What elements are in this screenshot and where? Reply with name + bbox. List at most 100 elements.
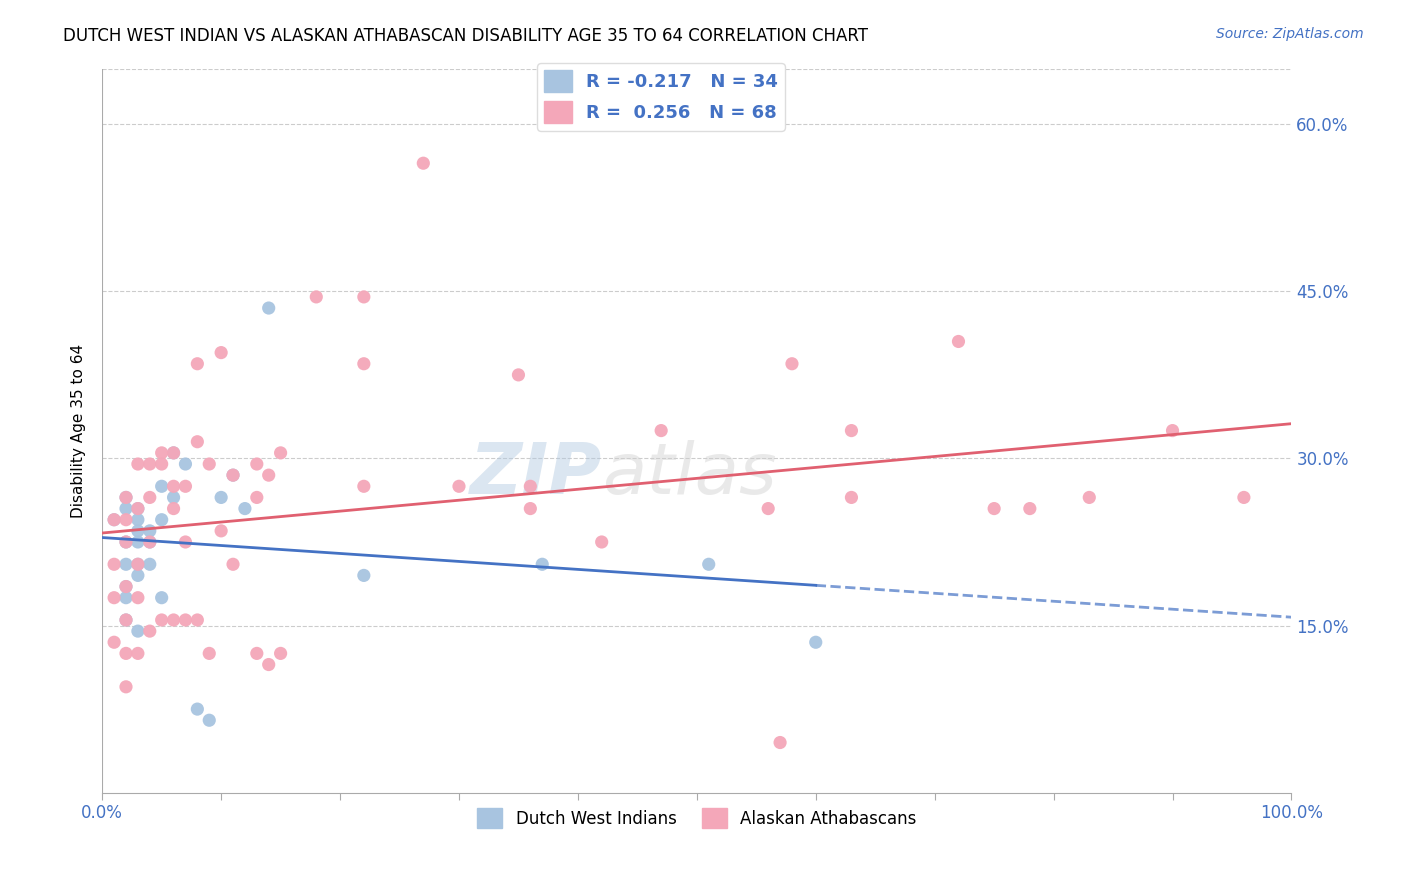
Point	[983, 501, 1005, 516]
Point	[162, 491, 184, 505]
Point	[257, 301, 280, 315]
Point	[222, 468, 245, 483]
Point	[198, 457, 221, 471]
Point	[209, 345, 232, 359]
Point	[769, 735, 792, 749]
Point	[127, 591, 149, 605]
Point	[804, 635, 827, 649]
Point	[150, 513, 173, 527]
Point	[127, 624, 149, 639]
Point	[115, 580, 138, 594]
Point	[174, 479, 197, 493]
Point	[780, 357, 803, 371]
Point	[174, 613, 197, 627]
Point	[150, 479, 173, 493]
Point	[412, 156, 434, 170]
Point	[150, 613, 173, 627]
Point	[103, 635, 125, 649]
Point	[127, 513, 149, 527]
Point	[246, 647, 269, 661]
Point	[305, 290, 328, 304]
Legend: Dutch West Indians, Alaskan Athabascans: Dutch West Indians, Alaskan Athabascans	[471, 801, 922, 835]
Point	[103, 558, 125, 572]
Point	[127, 568, 149, 582]
Point	[519, 479, 541, 493]
Point	[139, 535, 162, 549]
Point	[948, 334, 970, 349]
Point	[257, 468, 280, 483]
Point	[841, 424, 863, 438]
Point	[127, 501, 149, 516]
Point	[591, 535, 613, 549]
Point	[115, 535, 138, 549]
Point	[198, 647, 221, 661]
Point	[139, 524, 162, 538]
Point	[841, 491, 863, 505]
Point	[115, 613, 138, 627]
Point	[139, 624, 162, 639]
Text: atlas: atlas	[602, 440, 776, 508]
Point	[186, 434, 208, 449]
Point	[139, 558, 162, 572]
Point	[1078, 491, 1101, 505]
Point	[353, 479, 375, 493]
Point	[115, 680, 138, 694]
Point	[174, 457, 197, 471]
Point	[127, 457, 149, 471]
Point	[186, 702, 208, 716]
Point	[353, 568, 375, 582]
Point	[115, 491, 138, 505]
Point	[174, 535, 197, 549]
Point	[127, 647, 149, 661]
Point	[162, 613, 184, 627]
Point	[162, 446, 184, 460]
Point	[127, 501, 149, 516]
Point	[115, 491, 138, 505]
Point	[270, 647, 292, 661]
Point	[222, 558, 245, 572]
Point	[233, 501, 256, 516]
Point	[115, 647, 138, 661]
Point	[103, 513, 125, 527]
Point	[186, 613, 208, 627]
Point	[209, 491, 232, 505]
Point	[162, 446, 184, 460]
Point	[115, 580, 138, 594]
Text: ZIP: ZIP	[470, 440, 602, 508]
Point	[246, 457, 269, 471]
Point	[257, 657, 280, 672]
Point	[115, 501, 138, 516]
Point	[1018, 501, 1040, 516]
Point	[756, 501, 779, 516]
Point	[650, 424, 672, 438]
Point	[115, 591, 138, 605]
Point	[198, 713, 221, 727]
Text: Source: ZipAtlas.com: Source: ZipAtlas.com	[1216, 27, 1364, 41]
Point	[1233, 491, 1256, 505]
Point	[1161, 424, 1184, 438]
Point	[162, 479, 184, 493]
Point	[127, 558, 149, 572]
Point	[127, 558, 149, 572]
Point	[139, 491, 162, 505]
Point	[246, 491, 269, 505]
Point	[447, 479, 470, 493]
Point	[519, 501, 541, 516]
Point	[150, 446, 173, 460]
Y-axis label: Disability Age 35 to 64: Disability Age 35 to 64	[72, 343, 86, 517]
Point	[222, 468, 245, 483]
Point	[531, 558, 554, 572]
Point	[150, 591, 173, 605]
Text: DUTCH WEST INDIAN VS ALASKAN ATHABASCAN DISABILITY AGE 35 TO 64 CORRELATION CHAR: DUTCH WEST INDIAN VS ALASKAN ATHABASCAN …	[63, 27, 869, 45]
Point	[186, 357, 208, 371]
Point	[162, 501, 184, 516]
Point	[115, 513, 138, 527]
Point	[139, 535, 162, 549]
Point	[127, 524, 149, 538]
Point	[115, 558, 138, 572]
Point	[209, 524, 232, 538]
Point	[353, 290, 375, 304]
Point	[150, 457, 173, 471]
Point	[103, 591, 125, 605]
Point	[115, 613, 138, 627]
